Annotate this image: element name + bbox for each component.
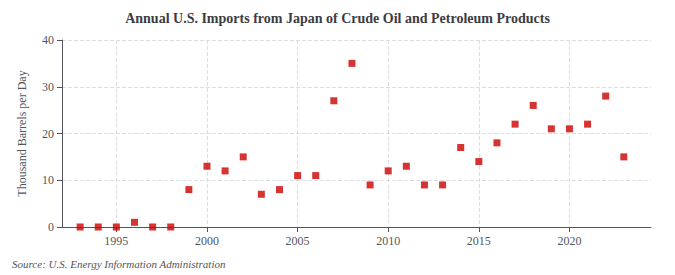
- svg-text:40: 40: [42, 33, 54, 47]
- svg-text:0: 0: [48, 220, 54, 234]
- svg-text:Annual U.S. Imports from Japan: Annual U.S. Imports from Japan of Crude …: [125, 11, 550, 26]
- svg-text:2010: 2010: [376, 234, 400, 248]
- svg-text:20: 20: [42, 127, 54, 141]
- svg-text:2005: 2005: [286, 234, 310, 248]
- svg-text:30: 30: [42, 80, 54, 94]
- svg-text:Source: U.S. Energy Informatio: Source: U.S. Energy Information Administ…: [12, 258, 226, 270]
- svg-text:10: 10: [42, 173, 54, 187]
- svg-text:Thousand Barrels per Day: Thousand Barrels per Day: [15, 70, 29, 196]
- svg-text:2015: 2015: [467, 234, 491, 248]
- svg-text:2020: 2020: [557, 234, 581, 248]
- svg-text:2000: 2000: [195, 234, 219, 248]
- svg-text:1995: 1995: [104, 234, 128, 248]
